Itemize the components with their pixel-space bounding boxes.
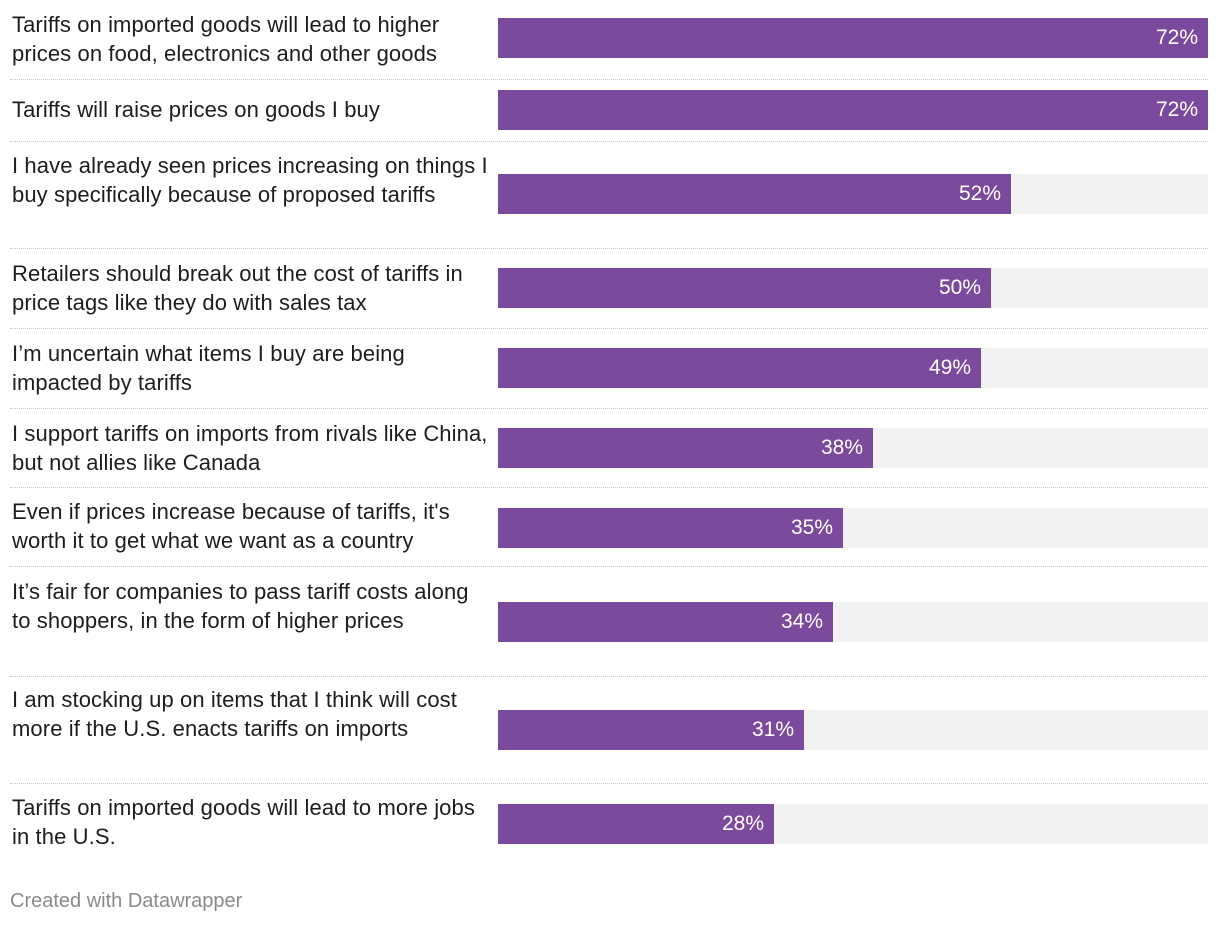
bar: 52% [498,174,1011,214]
bar-track: 49% [498,348,1208,388]
category-label: Tariffs will raise prices on goods I buy [12,97,380,122]
bar: 28% [498,804,774,844]
bar-value-label: 35% [790,516,833,539]
category-label: Even if prices increase because of tarif… [12,499,450,553]
row-divider [10,79,1208,80]
row-divider [10,783,1208,784]
bar-track: 31% [498,710,1208,750]
bar-value-label: 31% [751,718,794,741]
bar: 38% [498,428,873,468]
row-divider [10,566,1208,567]
bar-value-label: 72% [1155,98,1198,121]
category-label: I support tariffs on imports from rivals… [12,421,488,475]
bar: 49% [498,348,981,388]
bar-track: 35% [498,508,1208,548]
bar-value-label: 38% [820,436,863,459]
row-divider [10,676,1208,677]
category-label: I’m uncertain what items I buy are being… [12,341,405,395]
row-divider [10,408,1208,409]
category-label: I have already seen prices increasing on… [12,153,488,207]
bar-value-label: 34% [780,610,823,633]
category-label: Retailers should break out the cost of t… [12,261,463,315]
bar-track: 28% [498,804,1208,844]
bar-track: 50% [498,268,1208,308]
row-divider [10,328,1208,329]
bar: 31% [498,710,804,750]
bar-track: 34% [498,602,1208,642]
row-divider [10,141,1208,142]
category-label: I am stocking up on items that I think w… [12,687,457,741]
bar-track: 52% [498,174,1208,214]
bar: 72% [498,18,1208,58]
category-label: Tariffs on imported goods will lead to h… [12,12,440,66]
bar-value-label: 52% [958,182,1001,205]
bar: 72% [498,90,1208,130]
bar-value-label: 49% [928,356,971,379]
bar-value-label: 72% [1155,26,1198,49]
category-label: Tariffs on imported goods will lead to m… [12,795,475,849]
bar: 50% [498,268,991,308]
bar-value-label: 50% [938,276,981,299]
datawrapper-credit: Created with Datawrapper [10,890,243,912]
row-divider [10,248,1208,249]
bar: 34% [498,602,833,642]
row-divider [10,487,1208,488]
bar-track: 72% [498,90,1208,130]
bar-chart: Tariffs on imported goods will lead to h… [10,12,1208,849]
category-label: It’s fair for companies to pass tariff c… [12,579,469,633]
bar-value-label: 28% [721,812,764,835]
bar-track: 38% [498,428,1208,468]
bar-track: 72% [498,18,1208,58]
bar: 35% [498,508,843,548]
